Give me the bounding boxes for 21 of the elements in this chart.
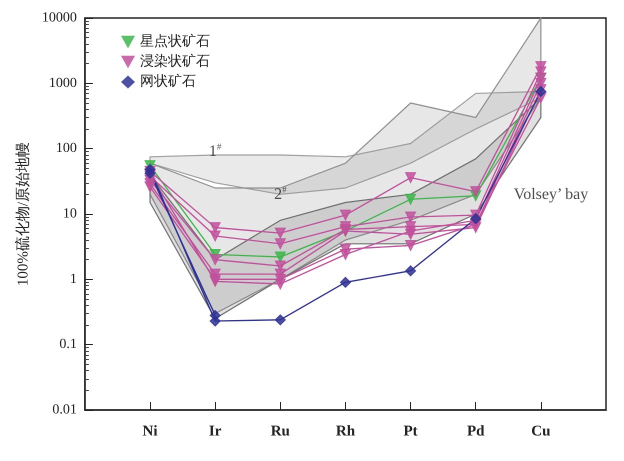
x-tick-label: Ru xyxy=(270,424,290,440)
annotation: Volsey’ bay xyxy=(514,186,588,203)
x-tick-label: Rh xyxy=(336,424,356,440)
x-tick-label: Pt xyxy=(404,424,418,440)
y-tick-label: 100 xyxy=(56,141,77,156)
y-axis-title: 100%硫化物/原始地幔 xyxy=(14,142,32,286)
y-tick-label: 10 xyxy=(62,206,77,222)
annotation: 2# xyxy=(274,184,288,203)
y-tick-label: 0.01 xyxy=(52,402,77,418)
x-tick-label: Ir xyxy=(208,424,222,440)
legend-label: 浸染状矿石 xyxy=(140,54,210,70)
y-tick-label: 1 xyxy=(70,272,77,287)
y-tick-label: 10000 xyxy=(42,10,77,26)
y-tick-label: 0.1 xyxy=(59,337,77,352)
annotation: 1# xyxy=(208,142,222,160)
x-tick-label: Cu xyxy=(531,424,550,440)
x-tick-label: Pd xyxy=(466,424,486,440)
legend-label: 星点状矿石 xyxy=(140,34,210,50)
x-tick-label: Ni xyxy=(142,424,158,440)
y-tick-label: 1000 xyxy=(48,76,77,91)
legend-label: 网状矿石 xyxy=(140,74,196,90)
